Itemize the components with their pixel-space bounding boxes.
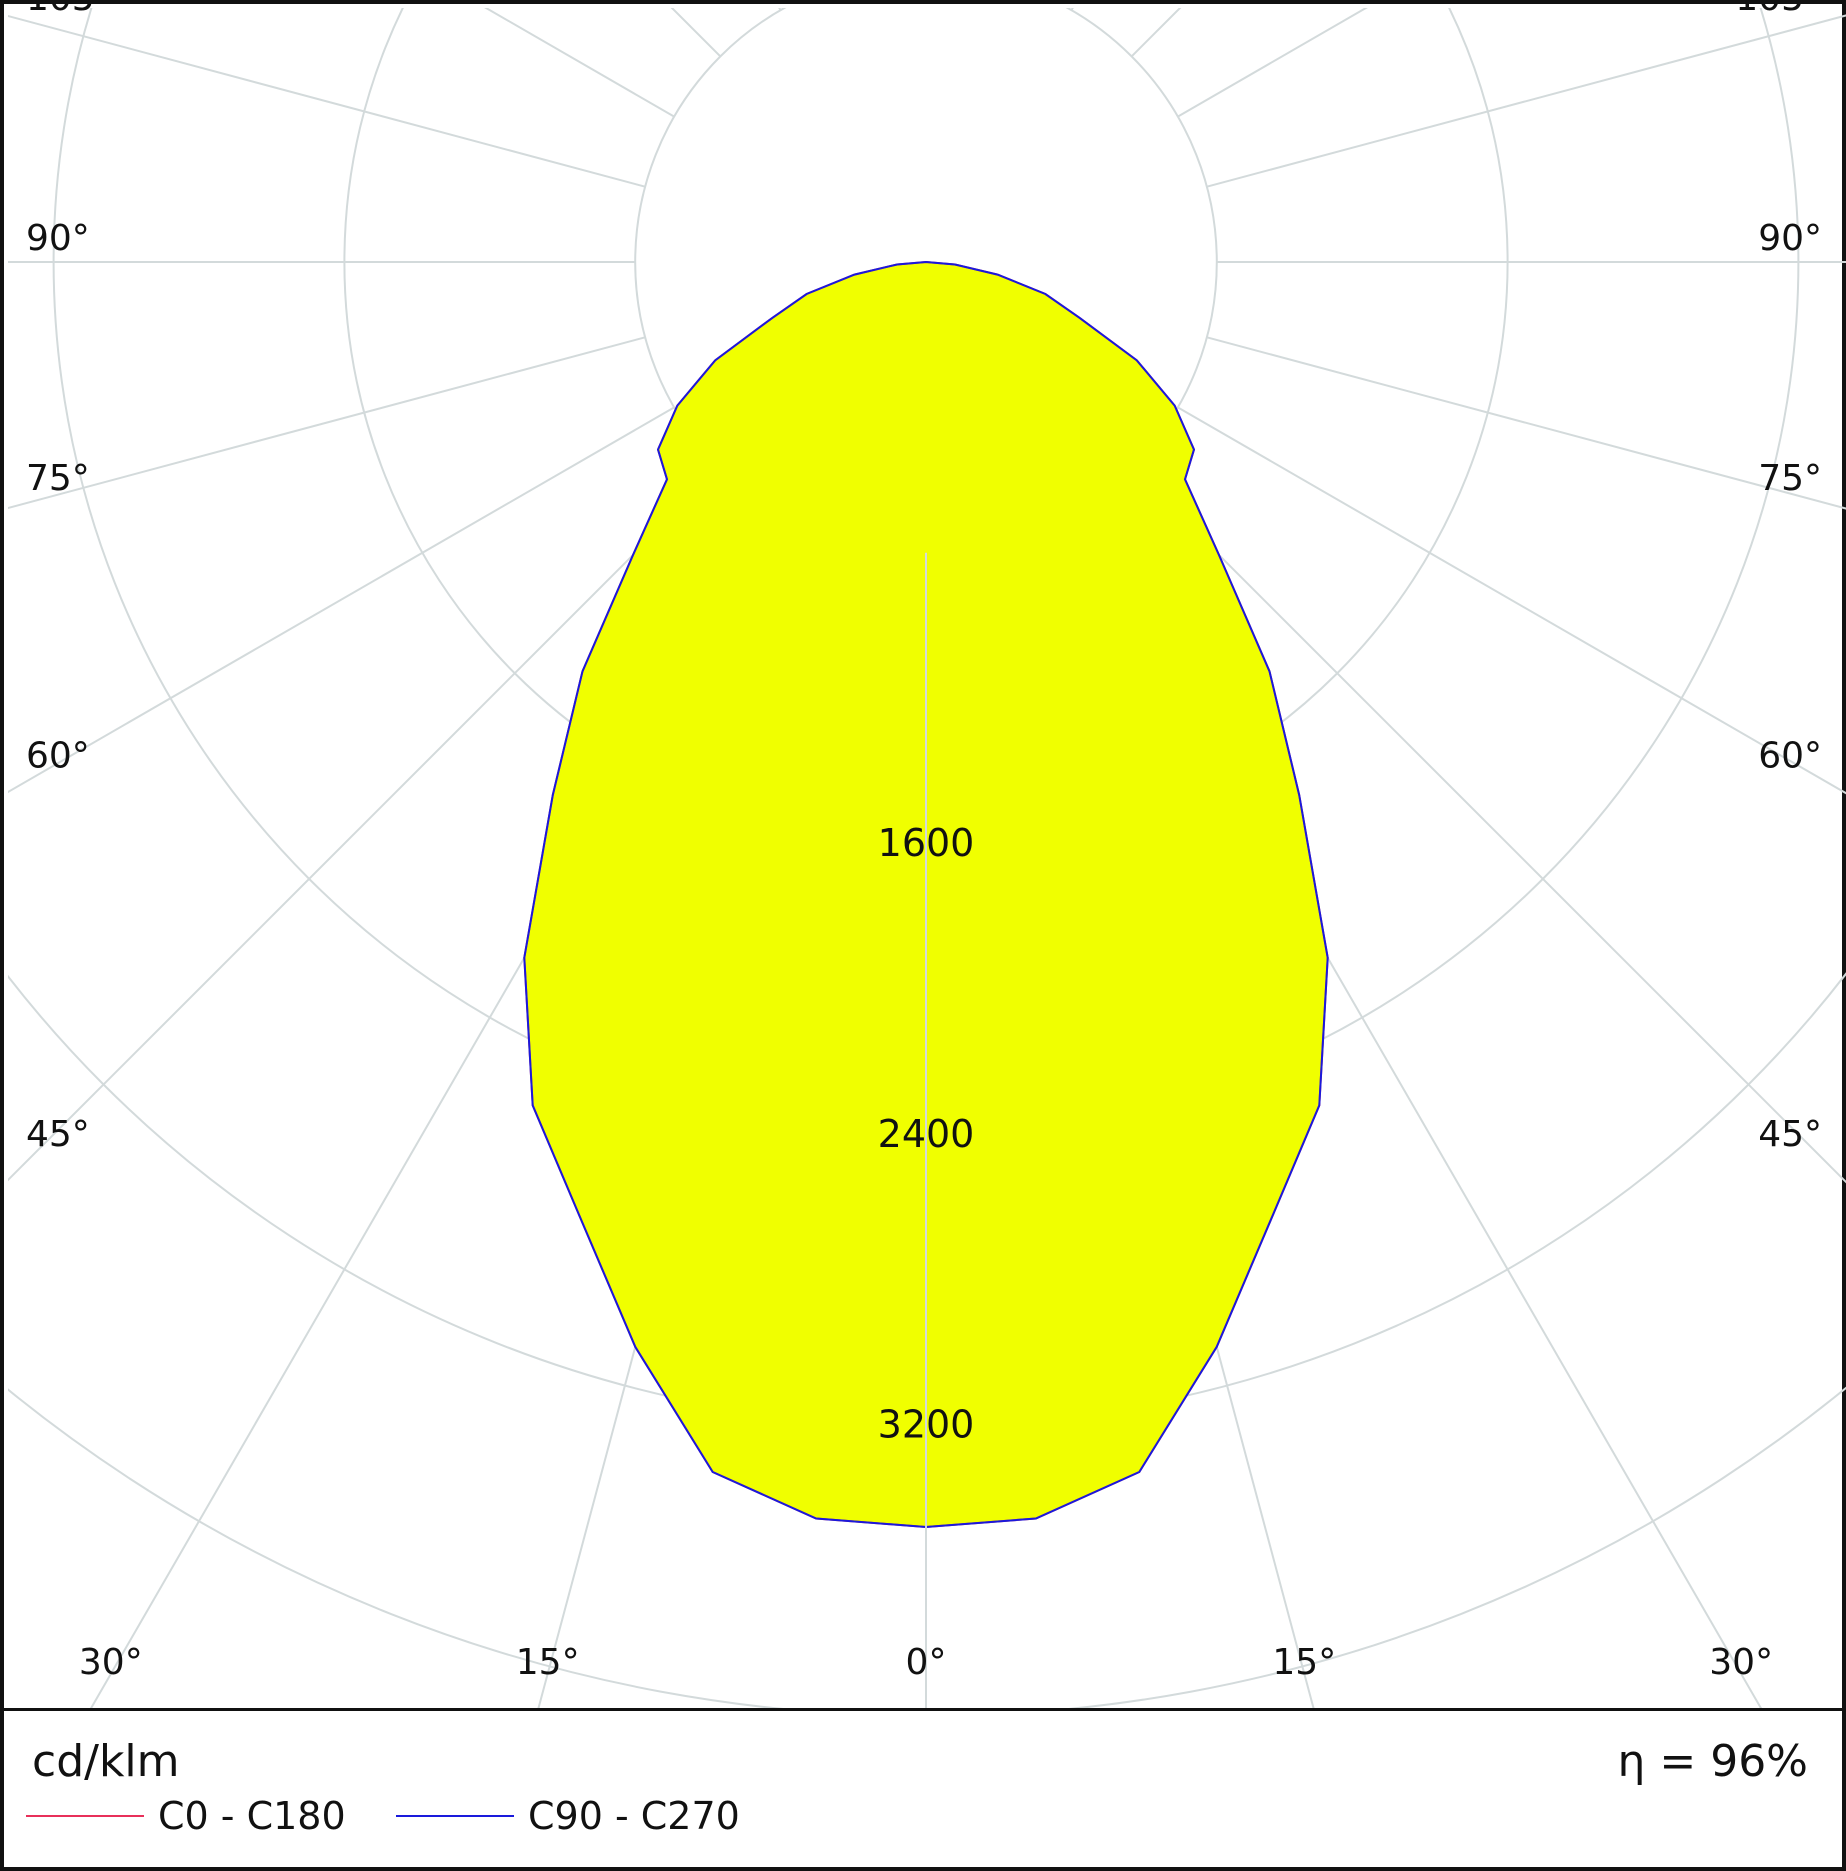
angle-label-left-45: 45° (26, 1114, 90, 1155)
grid-ray--60 (8, 406, 675, 794)
radial-tick-label-3200: 3200 (878, 1403, 975, 1447)
angle-label-right-75: 75° (1758, 458, 1822, 499)
grid-ray-60 (1177, 406, 1846, 795)
grid-ray-120 (1177, 8, 1368, 118)
angle-label-left-90: 90° (26, 218, 90, 259)
legend-swatch-c0 (26, 1815, 144, 1817)
legend-item-c0: C0 - C180 (26, 1790, 346, 1842)
polar-diagram: 1600 2400 3200 0° 15° 15° 30° 30° 45° 45° 60° 60° 7… (8, 4, 1846, 1708)
legend-item-c90: C90 - C270 (396, 1790, 740, 1842)
radial-tick-labels: 1600 2400 3200 (878, 821, 975, 1447)
angle-label-right-15: 15° (1272, 1642, 1336, 1683)
legend-label-c90: C90 - C270 (528, 1794, 740, 1838)
legend-swatch-c90 (396, 1815, 514, 1817)
grid-ray-105 (1206, 14, 1846, 188)
grid-ray-75 (1206, 336, 1846, 510)
efficiency-label: η = 96% (1617, 1736, 1808, 1787)
angle-label-left-105: 105° (26, 4, 113, 19)
grid-ray-45 (1130, 466, 1846, 1184)
angle-label-left-75: 75° (26, 458, 90, 499)
angle-label-left-30: 30° (79, 1642, 143, 1683)
legend-divider (4, 1708, 1846, 1711)
angle-label-right-105: 105° (1735, 4, 1822, 19)
grid-ray--120 (484, 8, 675, 118)
grid-ray--75 (8, 336, 646, 510)
angle-label-left-60: 60° (26, 735, 90, 776)
grid-ray--150 (778, 8, 782, 11)
unit-label: cd/klm (32, 1736, 180, 1787)
angle-label-left-15: 15° (516, 1642, 580, 1683)
angle-labels: 0° 15° 15° 30° 30° 45° 45° 60° 60° 75° 75° 90° 90° 10… (26, 4, 1822, 1683)
angle-label-right-45: 45° (1758, 1114, 1822, 1155)
angle-label-right-60: 60° (1758, 735, 1822, 776)
grid-ray--45 (8, 466, 722, 1182)
radial-tick-label-1600: 1600 (878, 821, 975, 865)
radial-tick-label-2400: 2400 (878, 1112, 975, 1156)
angle-label-0: 0° (906, 1642, 947, 1683)
legend-label-c0: C0 - C180 (158, 1794, 346, 1838)
angle-label-right-30: 30° (1709, 1642, 1773, 1683)
grid-ray-150 (1070, 8, 1074, 11)
grid-ray--105 (8, 14, 646, 188)
angle-label-right-90: 90° (1758, 218, 1822, 259)
